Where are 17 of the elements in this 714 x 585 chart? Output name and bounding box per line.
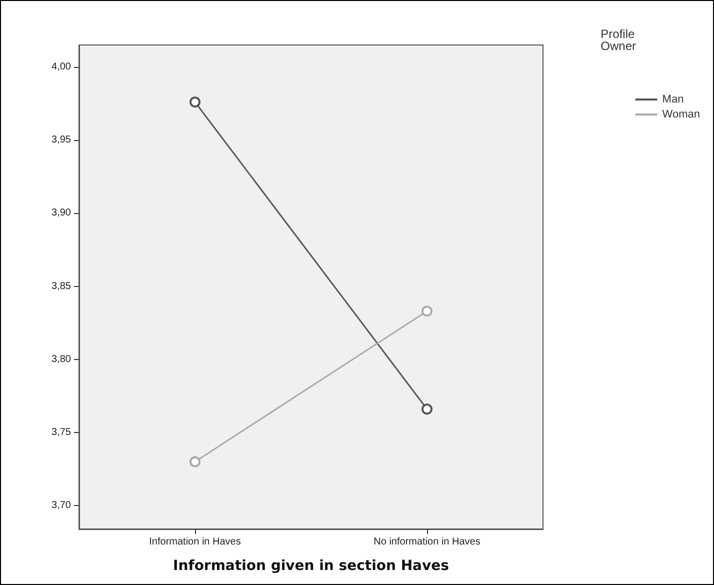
point xyxy=(190,456,200,468)
y-tick-label: 3,85 xyxy=(52,280,72,292)
y-tick-label: 3,80 xyxy=(52,354,72,365)
x-axis-title: Information given in section Haves xyxy=(173,558,449,574)
point xyxy=(190,96,200,108)
point xyxy=(422,404,432,415)
x-tick-label: No information in Haves xyxy=(374,536,480,548)
y-tick-label: 3,70 xyxy=(52,500,72,512)
legend-title: Profile Owner xyxy=(600,27,638,53)
x-tick-label: Information in Haves xyxy=(149,536,241,548)
y-tick-label: 3,95 xyxy=(52,134,72,146)
y-tick-label: 3,90 xyxy=(52,208,72,219)
y-tick-label: 4,00 xyxy=(52,61,72,72)
point xyxy=(422,306,432,317)
legend-label: Woman xyxy=(662,108,700,120)
y-tick-label: 3,75 xyxy=(52,426,72,438)
legend-label: Man xyxy=(662,94,684,106)
